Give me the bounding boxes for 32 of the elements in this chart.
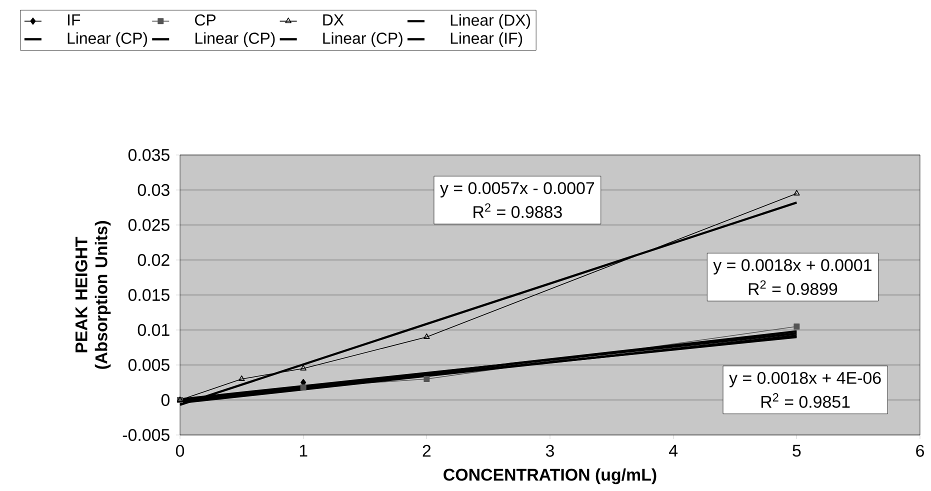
- legend-label: IF: [68, 14, 80, 26]
- y-tick-label: 0: [161, 394, 170, 406]
- y-axis-title: PEAK HEIGHT (Absorption Units): [75, 221, 111, 369]
- y-tick-label: 0.01: [138, 324, 170, 336]
- y-tick-label: 0.035: [128, 148, 170, 161]
- y-tick-label: 0.03: [138, 184, 170, 196]
- y-tick-label: 0.02: [138, 254, 170, 266]
- x-tick-label: 3: [546, 444, 554, 457]
- x-tick-label: 4: [669, 444, 678, 456]
- y-tick-label: 0.025: [128, 218, 170, 231]
- annotation: R$^{2}$ = 0.9851: [761, 393, 850, 408]
- annotation: y = 0.0057x - 0.0007: [440, 182, 594, 198]
- y-tick-label: -0.005: [122, 428, 170, 441]
- x-tick-label: 1: [300, 444, 308, 456]
- legend-label: Linear (CP): [323, 32, 402, 48]
- x-tick-label: 6: [916, 444, 924, 457]
- legend-label: CP: [195, 14, 216, 26]
- x-tick-label: 5: [792, 444, 801, 457]
- legend-label: Linear (IF): [450, 32, 522, 48]
- y-tick-label: 0.005: [128, 358, 170, 371]
- legend-label: Linear (CP): [196, 32, 275, 48]
- legend-label: Linear (DX): [450, 14, 530, 29]
- x-tick-label: 0: [176, 444, 184, 457]
- x-axis-title: CONCENTRATION (ug/mL): [444, 468, 656, 484]
- y-tick-label: 0.015: [128, 288, 170, 301]
- legend-label: DX: [323, 14, 344, 26]
- x-tick-label: 2: [422, 444, 431, 457]
- annotation: y = 0.0018x + 4E-06: [729, 372, 881, 388]
- annotation: R$^{2}$ = 0.9883: [474, 203, 562, 218]
- legend-label: Linear (CP): [68, 32, 148, 48]
- annotation: y = 0.0018x + 0.0001: [713, 259, 872, 274]
- annotation: R$^{2}$ = 0.9899: [748, 280, 838, 296]
